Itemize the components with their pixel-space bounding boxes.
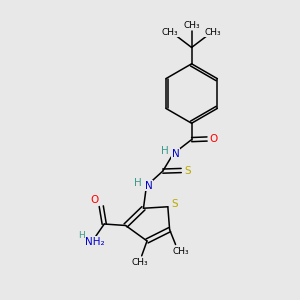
Text: NH₂: NH₂ <box>85 237 104 247</box>
Text: S: S <box>171 199 178 209</box>
Text: N: N <box>145 181 153 191</box>
Text: N: N <box>172 149 179 159</box>
Text: H: H <box>134 178 142 188</box>
Text: S: S <box>184 166 191 176</box>
Text: CH₃: CH₃ <box>172 247 189 256</box>
Text: CH₃: CH₃ <box>205 28 221 37</box>
Text: O: O <box>91 195 99 205</box>
Text: CH₃: CH₃ <box>132 258 148 267</box>
Text: H: H <box>78 231 85 240</box>
Text: O: O <box>209 134 217 144</box>
Text: CH₃: CH₃ <box>162 28 178 37</box>
Text: H: H <box>161 146 169 156</box>
Text: CH₃: CH₃ <box>183 21 200 30</box>
